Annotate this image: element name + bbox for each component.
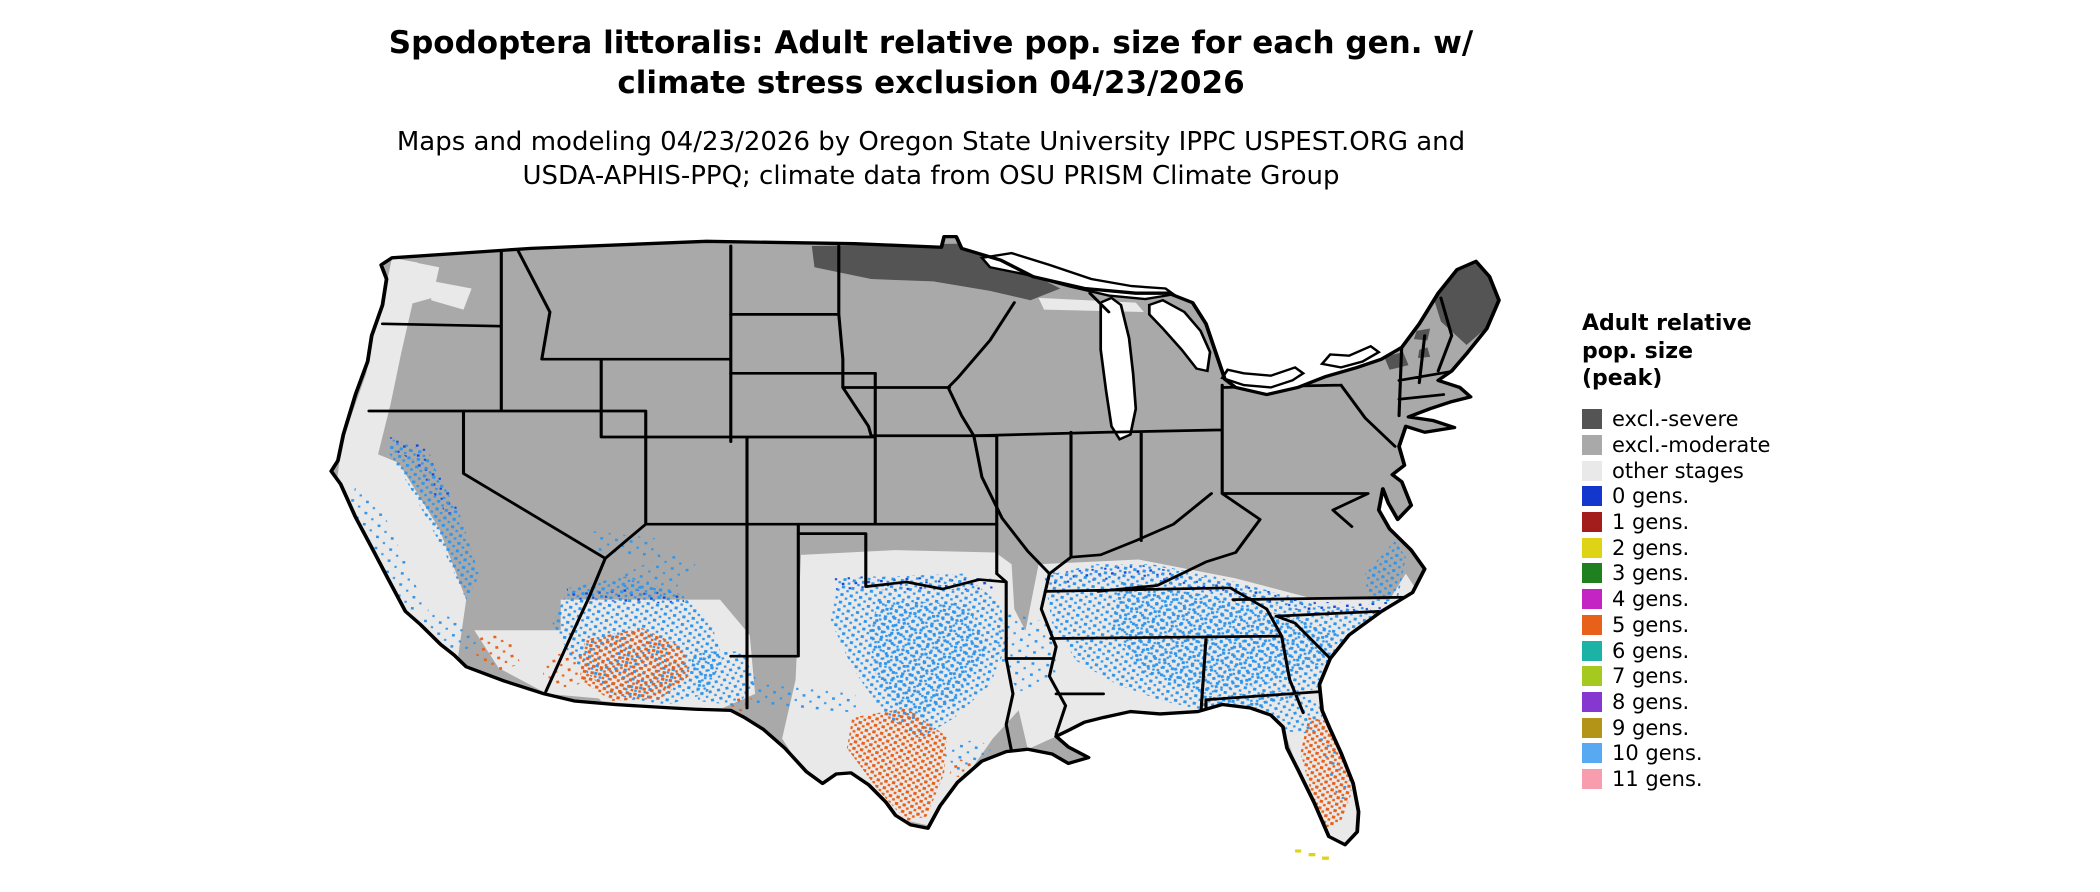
legend-swatch (1582, 666, 1602, 687)
lake-ontario (1319, 344, 1382, 369)
core-central-florida (1300, 717, 1352, 829)
speckle-carolina-coast (1365, 540, 1406, 605)
lake-erie (1220, 366, 1306, 389)
legend-swatch (1582, 409, 1602, 430)
florida-keys-specks (1295, 849, 1329, 860)
legend-label: excl.-severe (1612, 407, 1739, 432)
legend-label: 2 gens. (1612, 535, 1690, 560)
legend-title: Adult relative pop. size (peak) (1582, 310, 1872, 393)
speckle-texas-hill-country (868, 599, 988, 723)
legend-row-7-gens: 7 gens. (1582, 663, 1872, 689)
legend-row-10-gens: 10 gens. (1582, 740, 1872, 766)
legend-label: 0 gens. (1612, 484, 1690, 509)
legend-row-8-gens: 8 gens. (1582, 689, 1872, 715)
legend-row-3-gens: 3 gens. (1582, 561, 1872, 587)
speckle-mogollon-rim (622, 552, 696, 600)
legend-swatch (1582, 537, 1602, 558)
page-subtitle: Maps and modeling 04/23/2026 by Oregon S… (0, 126, 1862, 194)
legend-row-other-stages: other stages (1582, 458, 1872, 484)
legend-row-11-gens: 11 gens. (1582, 766, 1872, 792)
legend-label: 1 gens. (1612, 510, 1690, 535)
core-southern-arizona (579, 627, 691, 701)
legend-label: 3 gens. (1612, 561, 1690, 586)
legend-swatch (1582, 563, 1602, 584)
title-line-2: climate stress exclusion 04/23/2026 (617, 64, 1245, 101)
legend-swatch (1582, 743, 1602, 764)
keys-speck (1295, 849, 1302, 853)
legend-title-line-3: (peak) (1582, 366, 1663, 391)
speckle-california-coast-range (347, 486, 426, 612)
legend-label: 11 gens. (1612, 766, 1703, 791)
keys-speck (1322, 856, 1329, 860)
speckle-sierra-foothills (387, 439, 480, 600)
national-outline (329, 234, 1501, 847)
state-borders-mississippi-river (946, 301, 1068, 736)
legend-swatch (1582, 717, 1602, 738)
legend-swatch (1582, 486, 1602, 507)
keys-speck (1308, 853, 1316, 857)
state-borders-west (367, 244, 999, 710)
state-borders (367, 244, 1456, 753)
legend-label: 8 gens. (1612, 689, 1690, 714)
legend-row-2-gens: 2 gens. (1582, 535, 1872, 561)
legend-label: 4 gens. (1612, 587, 1690, 612)
subtitle-line-1: Maps and modeling 04/23/2026 by Oregon S… (396, 127, 1466, 157)
core-imperial-valley (474, 632, 521, 673)
legend-items: excl.-severe excl.-moderate other stages… (1582, 407, 1872, 792)
legend-label: 5 gens. (1612, 612, 1690, 637)
map-legend: Adult relative pop. size (peak) excl.-se… (1582, 310, 1872, 792)
legend-label: 7 gens. (1612, 664, 1690, 689)
speckle-west-texas-border (749, 679, 861, 713)
legend-swatch (1582, 691, 1602, 712)
speckle-new-mexico-south (690, 651, 758, 706)
core-south-texas (846, 708, 947, 822)
subtitle-line-2: USDA-APHIS-PPQ; climate data from OSU PR… (522, 160, 1340, 191)
speckle-southern-california (420, 609, 480, 652)
legend-label: 9 gens. (1612, 715, 1690, 740)
legend-row-excl-moderate: excl.-moderate (1582, 432, 1872, 458)
legend-row-4-gens: 4 gens. (1582, 586, 1872, 612)
legend-row-0-gens: 0 gens. (1582, 484, 1872, 510)
regions-blue-speckle (347, 439, 1406, 800)
us-map-svg (329, 234, 1501, 860)
legend-row-9-gens: 9 gens. (1582, 715, 1872, 741)
title-line-1: Spodoptera littoralis: Adult relative po… (388, 25, 1474, 61)
speckle-nevada-utah (593, 531, 661, 558)
us-map (315, 226, 1530, 886)
legend-label: 6 gens. (1612, 638, 1690, 663)
legend-label: other stages (1612, 458, 1744, 483)
legend-swatch (1582, 589, 1602, 610)
region-columbia-basin (431, 281, 472, 310)
legend-label: 10 gens. (1612, 741, 1703, 766)
legend-title-line-2: pop. size (1582, 338, 1693, 364)
legend-swatch (1582, 435, 1602, 456)
legend-swatch (1582, 640, 1602, 661)
legend-row-1-gens: 1 gens. (1582, 509, 1872, 535)
legend-swatch (1582, 768, 1602, 789)
region-washington-lowland (391, 257, 440, 305)
legend-swatch (1582, 512, 1602, 533)
core-arizona-west (541, 649, 588, 692)
speckle-north-florida (1208, 689, 1325, 734)
regions-orange-speckle (474, 627, 1352, 829)
page-title: Spodoptera littoralis: Adult relative po… (0, 24, 1862, 103)
legend-row-excl-severe: excl.-severe (1582, 407, 1872, 433)
legend-row-6-gens: 6 gens. (1582, 638, 1872, 664)
legend-label: excl.-moderate (1612, 433, 1771, 458)
lake-michigan (1099, 296, 1138, 441)
legend-swatch (1582, 614, 1602, 635)
legend-title-line-1: Adult relative (1582, 311, 1752, 336)
speckle-texas-gulf-coast (938, 738, 999, 777)
legend-row-5-gens: 5 gens. (1582, 612, 1872, 638)
legend-swatch (1582, 460, 1602, 481)
lake-huron (1147, 298, 1212, 373)
